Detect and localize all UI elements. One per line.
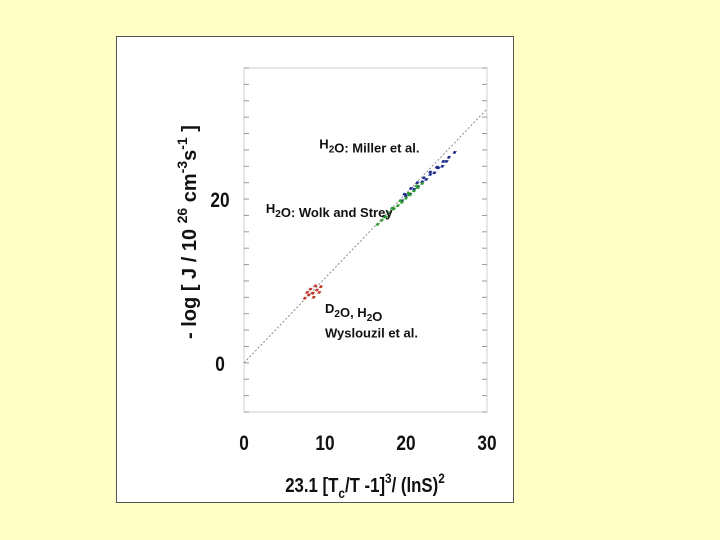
y-tick-labels: 0 20 [210, 190, 229, 377]
data-point-mark [428, 173, 433, 176]
data-point-mark [381, 214, 387, 218]
x-tick-label: 20 [396, 433, 415, 456]
x-axis-label: 23.1 [Tc/T -1]3/ (lnS)2 [285, 470, 445, 501]
data-point-mark [421, 176, 426, 180]
data-point-mark [379, 218, 384, 222]
data-point-mark [444, 160, 449, 163]
data-point-mark [383, 215, 388, 219]
data-point-mark [390, 206, 395, 210]
right-axis-ticks [482, 67, 487, 413]
series-layer [302, 151, 457, 300]
data-point-mark [375, 223, 380, 226]
series-group [375, 182, 425, 226]
data-point-mark [411, 189, 417, 193]
data-point-mark [302, 296, 307, 300]
data-point-mark [424, 178, 429, 181]
left-axis-ticks [244, 67, 249, 413]
data-point-mark [434, 165, 439, 169]
annotations: H2O: Miller et al. H2O: Wolk and Strey D2O… [266, 136, 420, 340]
data-point-mark [440, 164, 445, 168]
data-point-mark [415, 186, 421, 189]
data-point-mark [306, 293, 311, 297]
y-tick-label: 20 [210, 190, 229, 213]
data-point-mark [313, 284, 318, 288]
annotation-label: Wyslouzil et al. [325, 326, 418, 341]
x-tick-labels: 0 10 20 30 [239, 433, 496, 456]
data-point-mark [395, 204, 401, 207]
data-point-mark [391, 207, 397, 211]
data-point-mark [402, 192, 407, 196]
data-point-mark [387, 211, 392, 215]
data-point-mark [446, 155, 452, 159]
data-point-mark [314, 288, 320, 292]
plot-frame [243, 67, 488, 413]
data-point-mark [398, 199, 403, 203]
data-point-mark [415, 181, 420, 185]
data-point-mark [414, 184, 419, 188]
data-point-mark [420, 180, 425, 184]
y-axis-label: - log [ J / 10 26 cm-3s-1 ] [174, 125, 201, 339]
x-tick-label: 0 [239, 433, 249, 456]
data-point-mark [403, 194, 409, 198]
x-tick-label: 10 [315, 433, 334, 456]
data-point-mark [403, 196, 409, 200]
annotation-label: H2O: Miller et al. [319, 136, 419, 155]
data-point-mark [408, 187, 414, 190]
y-tick-label: 0 [215, 353, 225, 376]
annotation-label: H2O: Wolk and Strey [266, 201, 393, 220]
x-tick-label: 30 [477, 433, 496, 456]
reference-line [243, 108, 488, 364]
data-point-mark [452, 151, 457, 154]
data-point-mark [406, 191, 411, 195]
data-point-mark [399, 200, 405, 204]
data-point-mark [428, 170, 433, 174]
chart-frame [116, 36, 514, 503]
data-point-mark [411, 187, 417, 191]
data-point-mark [420, 182, 425, 185]
data-point-mark [441, 160, 446, 163]
data-point-mark [308, 287, 313, 291]
data-point-mark [436, 166, 441, 170]
series-group [302, 284, 324, 300]
data-point-mark [318, 285, 324, 289]
annotation-label: D2O, H2O [325, 301, 382, 324]
data-point-mark [407, 193, 413, 197]
data-point-mark [310, 291, 316, 295]
plot-area: 0 10 20 30 0 20 H2O: Miller et al. H2O: Wolk … [210, 67, 497, 456]
data-point-mark [317, 291, 322, 294]
data-point-mark [311, 295, 316, 299]
data-point-mark [432, 171, 437, 175]
data-point-mark [305, 291, 310, 294]
